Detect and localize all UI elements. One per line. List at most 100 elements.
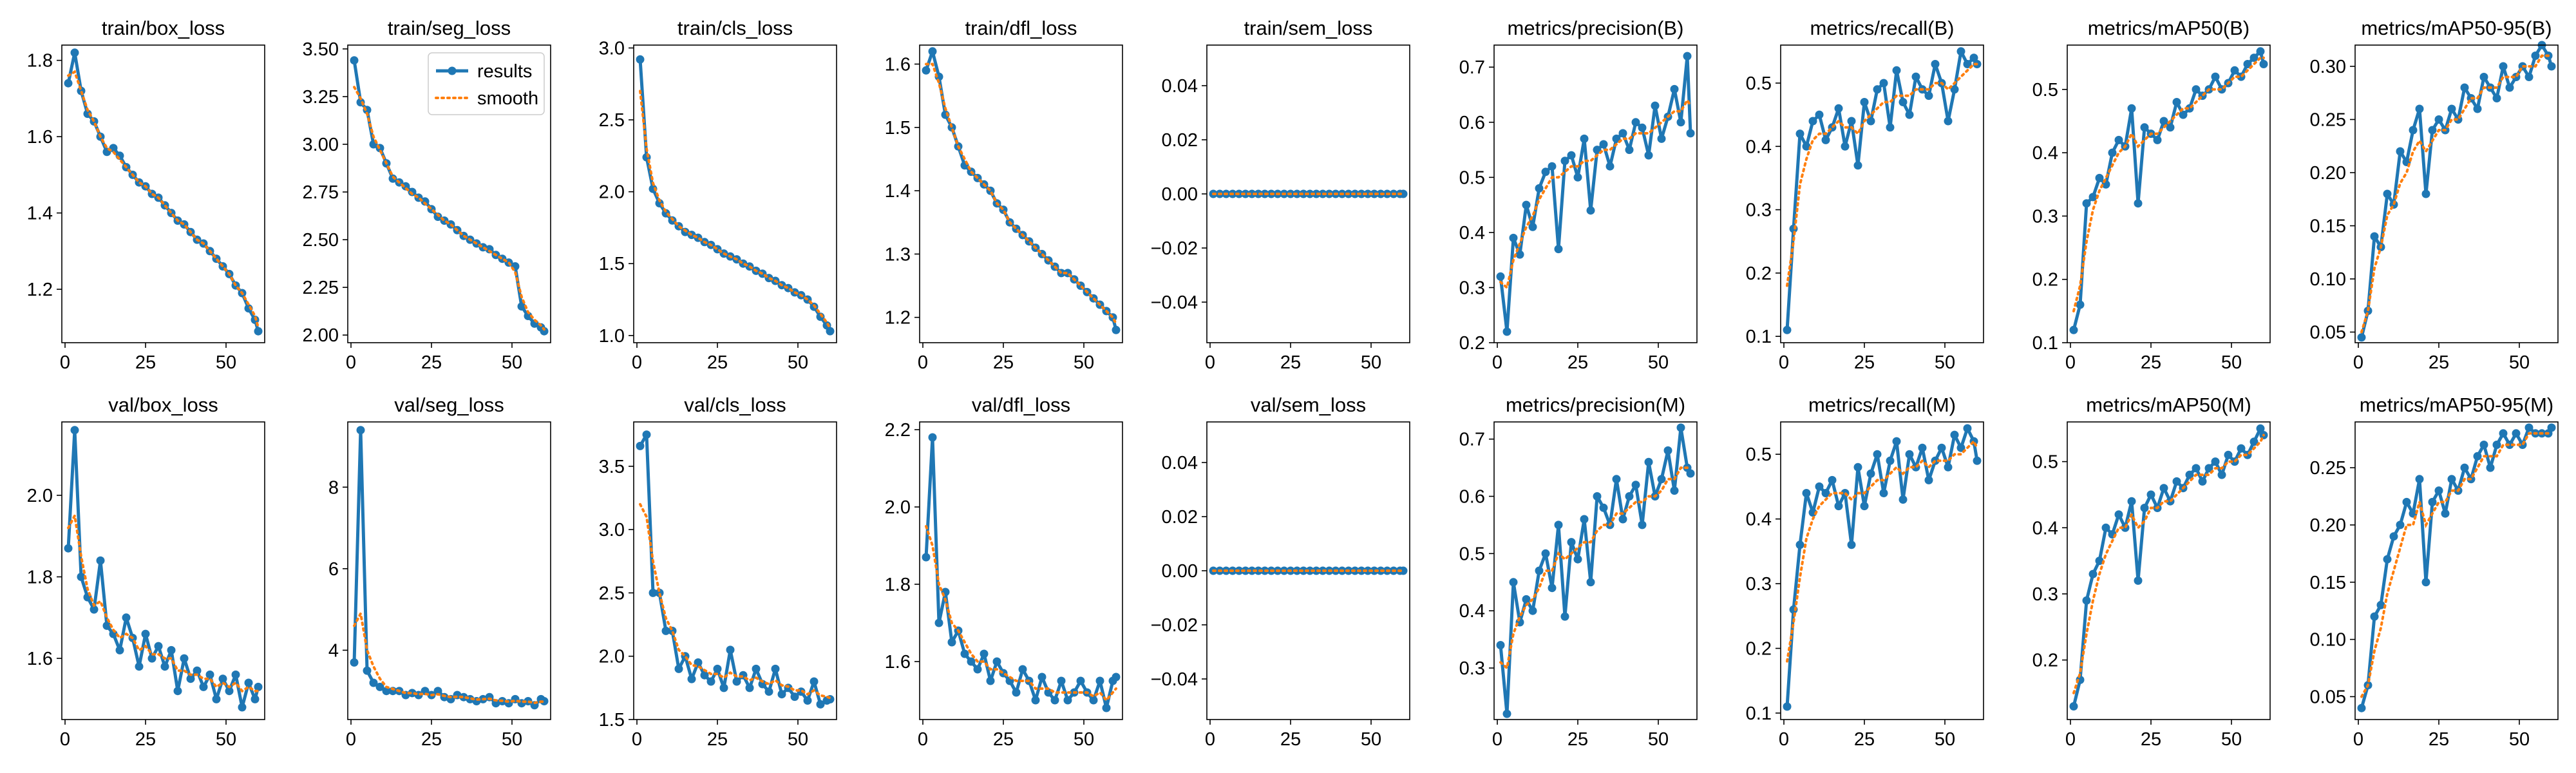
y-tick-label: 0.20 xyxy=(2310,163,2346,184)
smooth-line xyxy=(925,525,1117,703)
results-point xyxy=(1853,463,1862,472)
results-point xyxy=(980,649,989,658)
results-point xyxy=(1663,446,1672,455)
results-point xyxy=(1573,555,1582,564)
results-point xyxy=(212,694,221,703)
results-point xyxy=(1937,443,1946,452)
smooth-line xyxy=(1499,466,1692,671)
plot-frame xyxy=(919,421,1123,720)
x-tick-label: 25 xyxy=(1567,729,1588,750)
panel-metrics-map50-95-m: metrics/mAP50-95(M) 0 25 50 0.05 0.10 0.15 0.20… xyxy=(2310,394,2559,750)
results-point xyxy=(350,658,359,667)
results-point xyxy=(636,441,645,450)
y-tick-label: 0.5 xyxy=(1746,444,1772,465)
results-point xyxy=(1102,703,1111,712)
results-point xyxy=(1580,515,1589,524)
results-point xyxy=(2172,98,2181,106)
results-point xyxy=(1795,129,1804,138)
x-tick-label: 25 xyxy=(1567,352,1588,373)
results-line xyxy=(1785,50,1979,330)
results-point xyxy=(2076,300,2085,309)
results-point xyxy=(1815,110,1824,119)
plot-frame xyxy=(633,421,837,720)
results-point xyxy=(2224,450,2233,459)
results-point xyxy=(2082,199,2091,208)
results-point xyxy=(1089,696,1098,705)
results-point xyxy=(167,645,176,654)
results-point xyxy=(674,664,683,673)
y-tick-label: 2.50 xyxy=(303,230,339,251)
plot-frame xyxy=(1493,421,1698,720)
results-point xyxy=(1686,469,1695,478)
results-point xyxy=(2492,441,2501,449)
results-point xyxy=(1963,60,1972,68)
results-point xyxy=(1924,475,1933,484)
results-point xyxy=(2460,83,2469,92)
results-point xyxy=(1548,162,1557,171)
results-point xyxy=(1554,245,1563,254)
y-tick-label: 1.5 xyxy=(599,710,625,730)
results-line xyxy=(352,428,545,707)
smooth-line xyxy=(2360,432,2553,698)
results-point xyxy=(2230,66,2239,75)
results-point xyxy=(1892,437,1901,446)
results-point xyxy=(1911,72,1920,81)
results-point xyxy=(70,48,79,57)
results-point xyxy=(1905,110,1914,119)
results-point xyxy=(369,678,378,687)
panel-metrics-map50-95-b: metrics/mAP50-95(B) 0 25 50 0.05 0.10 0.15 0.20… xyxy=(2310,17,2559,373)
results-point xyxy=(2486,463,2495,472)
x-tick-label: 50 xyxy=(216,352,236,373)
results-point xyxy=(1944,117,1953,126)
results-point xyxy=(1886,456,1895,465)
results-point xyxy=(2095,173,2104,182)
y-tick-label: 0.30 xyxy=(2310,57,2346,77)
results-point xyxy=(388,174,397,183)
y-tick-label: 0.20 xyxy=(2310,515,2346,536)
y-tick-label: 8 xyxy=(328,477,339,498)
results-point xyxy=(1560,612,1569,621)
results-point xyxy=(363,666,372,675)
results-point xyxy=(967,657,976,666)
results-point xyxy=(2460,463,2469,472)
results-point xyxy=(1873,85,1882,94)
results-line xyxy=(1499,54,1692,334)
x-tick-label: 25 xyxy=(707,729,728,750)
results-point xyxy=(1802,142,1811,151)
results-line xyxy=(2360,426,2553,709)
results-point xyxy=(2396,520,2405,530)
y-tick-label: 0.5 xyxy=(1459,167,1485,188)
results-point xyxy=(2256,424,2265,433)
plot-frame xyxy=(1206,44,1410,343)
results-point xyxy=(1076,676,1085,685)
plot-frame xyxy=(61,421,265,720)
results-point xyxy=(973,665,982,674)
results-point xyxy=(661,626,670,635)
results-point xyxy=(1841,142,1850,151)
results-point xyxy=(1057,676,1066,685)
results-point xyxy=(77,573,86,581)
panel-train-box-loss: train/box_loss 0 25 50 1.2 1.4 1.6 1.8 xyxy=(27,17,265,373)
results-point xyxy=(141,629,150,638)
results-point xyxy=(1670,84,1679,93)
x-tick-label: 50 xyxy=(502,352,522,373)
smooth-line xyxy=(925,62,1117,325)
results-point xyxy=(947,638,956,647)
y-tick-label: 0.3 xyxy=(1459,658,1485,679)
results-point xyxy=(2370,232,2379,241)
panel-train-sem-loss: train/sem_loss 0 25 50 −0.04 −0.02 0.00 0.02 0.0… xyxy=(1151,17,1410,373)
results-point xyxy=(2185,470,2194,479)
results-point xyxy=(2204,464,2213,473)
y-tick-label: 0.02 xyxy=(1162,130,1198,151)
smooth-line xyxy=(639,90,831,330)
results-point xyxy=(816,700,825,709)
smooth-line xyxy=(639,502,831,700)
results-point xyxy=(2499,429,2508,438)
results-point xyxy=(928,47,937,56)
results-point xyxy=(154,642,163,651)
results-point xyxy=(2249,53,2259,62)
y-tick-label: 0.4 xyxy=(2032,143,2058,164)
x-tick-label: 25 xyxy=(2141,729,2161,750)
y-tick-label: 0.1 xyxy=(2032,333,2058,354)
y-tick-label: 0.04 xyxy=(1162,76,1198,97)
